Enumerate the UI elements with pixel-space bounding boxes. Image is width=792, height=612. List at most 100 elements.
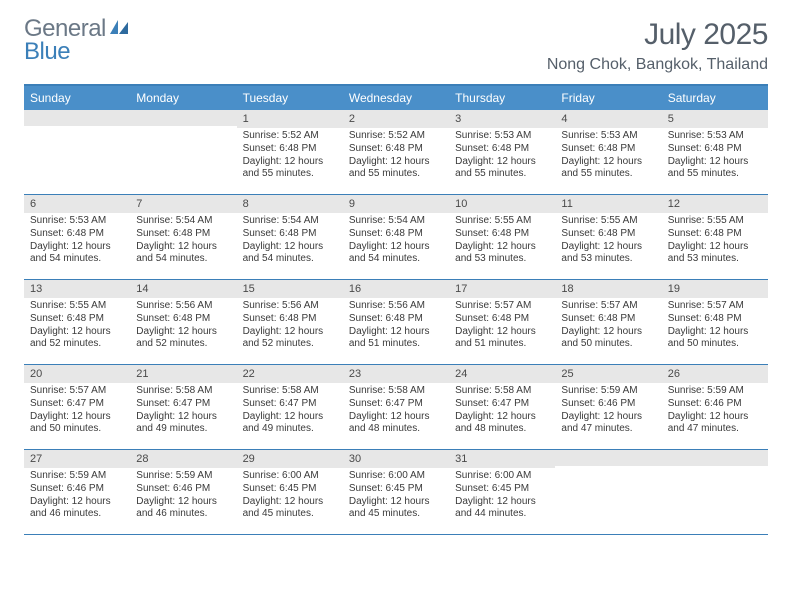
- sunset-text: Sunset: 6:46 PM: [668, 398, 762, 411]
- daylight-text: Daylight: 12 hours and 52 minutes.: [30, 326, 124, 352]
- calendar-week: 20Sunrise: 5:57 AMSunset: 6:47 PMDayligh…: [24, 365, 768, 450]
- sunset-text: Sunset: 6:48 PM: [349, 143, 443, 156]
- daylight-text: Daylight: 12 hours and 53 minutes.: [668, 241, 762, 267]
- day-number: 21: [130, 365, 236, 383]
- day-content: Sunrise: 5:56 AMSunset: 6:48 PMDaylight:…: [130, 298, 236, 355]
- sunrise-text: Sunrise: 5:56 AM: [243, 300, 337, 313]
- calendar-cell: 13Sunrise: 5:55 AMSunset: 6:48 PMDayligh…: [24, 280, 130, 364]
- day-content: Sunrise: 5:55 AMSunset: 6:48 PMDaylight:…: [24, 298, 130, 355]
- calendar-cell: 11Sunrise: 5:55 AMSunset: 6:48 PMDayligh…: [555, 195, 661, 279]
- calendar-location: Nong Chok, Bangkok, Thailand: [547, 56, 768, 74]
- day-number: 27: [24, 450, 130, 468]
- sunrise-text: Sunrise: 5:52 AM: [243, 130, 337, 143]
- daylight-text: Daylight: 12 hours and 54 minutes.: [349, 241, 443, 267]
- calendar-cell: 1Sunrise: 5:52 AMSunset: 6:48 PMDaylight…: [237, 110, 343, 194]
- day-content: Sunrise: 5:52 AMSunset: 6:48 PMDaylight:…: [343, 128, 449, 185]
- day-header-tue: Tuesday: [237, 86, 343, 110]
- calendar-cell: 20Sunrise: 5:57 AMSunset: 6:47 PMDayligh…: [24, 365, 130, 449]
- day-number: 19: [662, 280, 768, 298]
- day-content: Sunrise: 6:00 AMSunset: 6:45 PMDaylight:…: [449, 468, 555, 525]
- day-content: Sunrise: 6:00 AMSunset: 6:45 PMDaylight:…: [237, 468, 343, 525]
- day-content: Sunrise: 5:56 AMSunset: 6:48 PMDaylight:…: [237, 298, 343, 355]
- sunrise-text: Sunrise: 5:53 AM: [30, 215, 124, 228]
- sunrise-text: Sunrise: 5:59 AM: [561, 385, 655, 398]
- calendar-cell: 23Sunrise: 5:58 AMSunset: 6:47 PMDayligh…: [343, 365, 449, 449]
- calendar-cell: 4Sunrise: 5:53 AMSunset: 6:48 PMDaylight…: [555, 110, 661, 194]
- sunrise-text: Sunrise: 6:00 AM: [455, 470, 549, 483]
- day-number: 20: [24, 365, 130, 383]
- calendar-cell: 25Sunrise: 5:59 AMSunset: 6:46 PMDayligh…: [555, 365, 661, 449]
- day-content: Sunrise: 5:54 AMSunset: 6:48 PMDaylight:…: [130, 213, 236, 270]
- sunrise-text: Sunrise: 5:58 AM: [243, 385, 337, 398]
- sunset-text: Sunset: 6:48 PM: [136, 313, 230, 326]
- calendar-cell: 30Sunrise: 6:00 AMSunset: 6:45 PMDayligh…: [343, 450, 449, 534]
- calendar-weeks: 1Sunrise: 5:52 AMSunset: 6:48 PMDaylight…: [24, 110, 768, 535]
- calendar-cell: 27Sunrise: 5:59 AMSunset: 6:46 PMDayligh…: [24, 450, 130, 534]
- day-number: 30: [343, 450, 449, 468]
- sunrise-text: Sunrise: 5:58 AM: [136, 385, 230, 398]
- sunset-text: Sunset: 6:46 PM: [561, 398, 655, 411]
- calendar-cell: [24, 110, 130, 194]
- sunset-text: Sunset: 6:46 PM: [136, 483, 230, 496]
- daylight-text: Daylight: 12 hours and 48 minutes.: [455, 411, 549, 437]
- day-content: Sunrise: 5:57 AMSunset: 6:48 PMDaylight:…: [449, 298, 555, 355]
- day-number: 28: [130, 450, 236, 468]
- day-content: Sunrise: 5:59 AMSunset: 6:46 PMDaylight:…: [24, 468, 130, 525]
- sunset-text: Sunset: 6:47 PM: [136, 398, 230, 411]
- sunrise-text: Sunrise: 5:59 AM: [668, 385, 762, 398]
- daylight-text: Daylight: 12 hours and 55 minutes.: [243, 156, 337, 182]
- day-number: [662, 450, 768, 466]
- day-content: Sunrise: 5:57 AMSunset: 6:47 PMDaylight:…: [24, 383, 130, 440]
- sunrise-text: Sunrise: 5:59 AM: [136, 470, 230, 483]
- calendar-cell: 31Sunrise: 6:00 AMSunset: 6:45 PMDayligh…: [449, 450, 555, 534]
- day-content: Sunrise: 5:59 AMSunset: 6:46 PMDaylight:…: [130, 468, 236, 525]
- day-number: 13: [24, 280, 130, 298]
- daylight-text: Daylight: 12 hours and 55 minutes.: [561, 156, 655, 182]
- calendar-cell: 16Sunrise: 5:56 AMSunset: 6:48 PMDayligh…: [343, 280, 449, 364]
- daylight-text: Daylight: 12 hours and 48 minutes.: [349, 411, 443, 437]
- daylight-text: Daylight: 12 hours and 47 minutes.: [668, 411, 762, 437]
- daylight-text: Daylight: 12 hours and 55 minutes.: [349, 156, 443, 182]
- sunset-text: Sunset: 6:48 PM: [561, 228, 655, 241]
- calendar-cell: [662, 450, 768, 534]
- daylight-text: Daylight: 12 hours and 45 minutes.: [243, 496, 337, 522]
- day-content: Sunrise: 5:58 AMSunset: 6:47 PMDaylight:…: [130, 383, 236, 440]
- sunrise-text: Sunrise: 5:55 AM: [561, 215, 655, 228]
- title-block: July 2025 Nong Chok, Bangkok, Thailand: [547, 18, 768, 74]
- day-content: Sunrise: 5:57 AMSunset: 6:48 PMDaylight:…: [662, 298, 768, 355]
- calendar-week: 27Sunrise: 5:59 AMSunset: 6:46 PMDayligh…: [24, 450, 768, 535]
- day-content: Sunrise: 5:59 AMSunset: 6:46 PMDaylight:…: [555, 383, 661, 440]
- day-number: 17: [449, 280, 555, 298]
- daylight-text: Daylight: 12 hours and 46 minutes.: [136, 496, 230, 522]
- day-content: Sunrise: 5:59 AMSunset: 6:46 PMDaylight:…: [662, 383, 768, 440]
- sunrise-text: Sunrise: 5:53 AM: [561, 130, 655, 143]
- sunset-text: Sunset: 6:48 PM: [349, 313, 443, 326]
- day-number: 8: [237, 195, 343, 213]
- sunrise-text: Sunrise: 5:52 AM: [349, 130, 443, 143]
- calendar-cell: 28Sunrise: 5:59 AMSunset: 6:46 PMDayligh…: [130, 450, 236, 534]
- calendar-week: 6Sunrise: 5:53 AMSunset: 6:48 PMDaylight…: [24, 195, 768, 280]
- calendar-cell: 14Sunrise: 5:56 AMSunset: 6:48 PMDayligh…: [130, 280, 236, 364]
- day-content: Sunrise: 5:58 AMSunset: 6:47 PMDaylight:…: [343, 383, 449, 440]
- day-content: Sunrise: 5:53 AMSunset: 6:48 PMDaylight:…: [24, 213, 130, 270]
- day-number: 9: [343, 195, 449, 213]
- calendar-cell: [130, 110, 236, 194]
- brand-blue: Blue: [24, 38, 70, 65]
- sunrise-text: Sunrise: 6:00 AM: [349, 470, 443, 483]
- sunset-text: Sunset: 6:48 PM: [668, 228, 762, 241]
- calendar-cell: 21Sunrise: 5:58 AMSunset: 6:47 PMDayligh…: [130, 365, 236, 449]
- sunrise-text: Sunrise: 5:56 AM: [349, 300, 443, 313]
- sunset-text: Sunset: 6:48 PM: [136, 228, 230, 241]
- sunset-text: Sunset: 6:47 PM: [243, 398, 337, 411]
- day-number: 29: [237, 450, 343, 468]
- calendar-week: 1Sunrise: 5:52 AMSunset: 6:48 PMDaylight…: [24, 110, 768, 195]
- calendar-cell: 3Sunrise: 5:53 AMSunset: 6:48 PMDaylight…: [449, 110, 555, 194]
- sunset-text: Sunset: 6:46 PM: [30, 483, 124, 496]
- sunrise-text: Sunrise: 5:57 AM: [668, 300, 762, 313]
- brand-sail-icon: [109, 18, 131, 41]
- sunset-text: Sunset: 6:48 PM: [561, 143, 655, 156]
- day-header-sun: Sunday: [24, 86, 130, 110]
- day-content: [130, 126, 236, 132]
- day-number: 22: [237, 365, 343, 383]
- daylight-text: Daylight: 12 hours and 50 minutes.: [30, 411, 124, 437]
